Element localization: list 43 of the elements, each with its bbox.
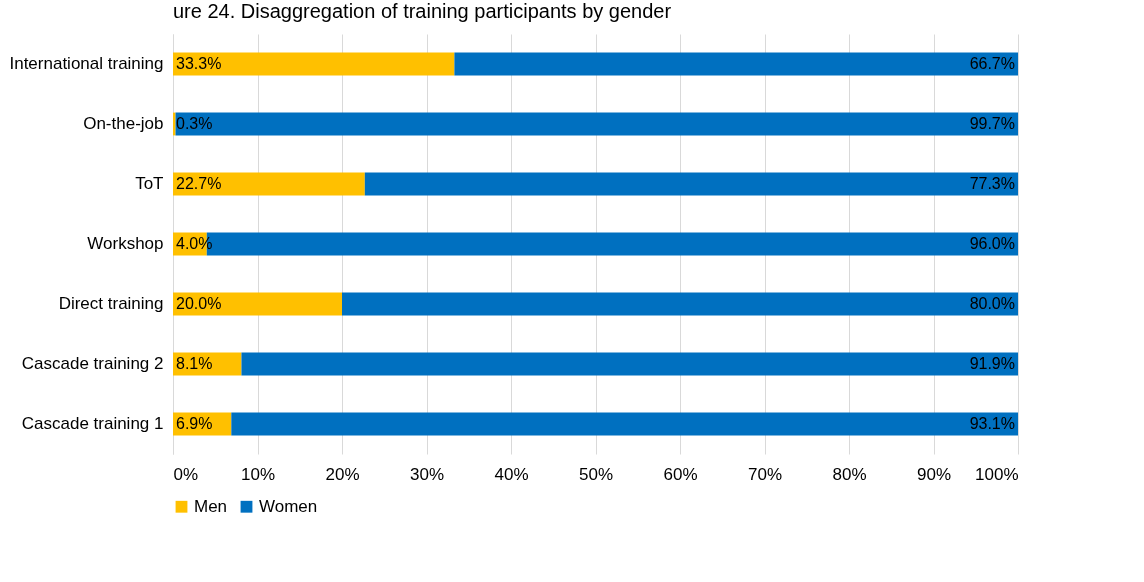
bar [364,172,1018,196]
x-tick-label: 20% [325,464,360,484]
y-tick-label: International training [9,54,164,73]
bar [231,412,1018,436]
bar [454,52,1018,76]
x-tick-label: 60% [663,464,698,484]
bar [175,112,1018,136]
y-tick-label: Cascade training 2 [21,354,164,373]
y-tick-label: On-the-job [83,114,164,133]
data-label: 93.1% [969,415,1015,432]
data-label: 20.0% [176,295,222,312]
data-label: 8.1% [176,355,213,372]
y-tick-label: Direct training [58,294,164,313]
y-tick-label: Cascade training 1 [21,414,164,433]
data-label: 22.7% [176,175,222,192]
legend-label: Men [194,496,228,516]
x-tick-label: 0% [173,464,199,484]
bar [173,172,365,196]
y-tick-label: Workshop [87,234,164,253]
data-label: 99.7% [969,115,1015,132]
data-label: 77.3% [969,175,1015,192]
x-tick-label: 40% [494,464,529,484]
data-label: 0.3% [176,115,213,132]
legend-label: Women [259,496,318,516]
bar [173,52,455,76]
x-tick-label: 50% [578,464,614,484]
y-tick-label: ToT [135,174,164,193]
bar [173,112,176,136]
x-tick-label: 80% [832,464,867,484]
data-label: 6.9% [176,415,213,432]
x-tick-label: 10% [240,464,276,484]
data-label: 91.9% [969,355,1015,372]
bar [342,292,1018,316]
chart-title: ure 24. Disaggregation of training participants by gender [173,0,672,22]
x-tick-label: 100% [975,464,1019,484]
x-tick-label: 30% [409,464,445,484]
x-tick-label: 70% [747,464,783,484]
x-tick-label: 90% [916,464,952,484]
data-label: 80.0% [969,295,1015,312]
data-label: 66.7% [969,55,1015,72]
data-label: 96.0% [969,235,1015,252]
data-label: 33.3% [176,55,222,72]
bar [241,352,1018,376]
